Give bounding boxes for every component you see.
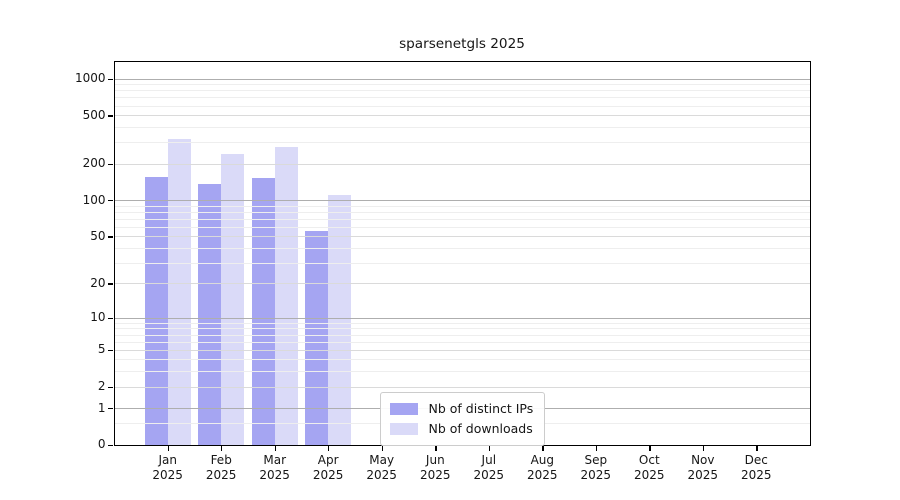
minor-gridline <box>114 205 810 207</box>
minor-gridline <box>114 341 810 343</box>
y-tick-label-200: 200 <box>82 156 106 171</box>
x-tick-label-jan: Jan 2025 <box>152 452 183 483</box>
x-tick-mark <box>167 444 169 451</box>
x-axis: Jan 2025 Feb 2025 Mar 2025 Apr 2025 May 2025 Jun 20… <box>115 62 811 482</box>
y-tick-mark <box>108 317 113 319</box>
x-tick-mark <box>328 444 330 451</box>
y-tick-label-2: 2 <box>97 379 106 394</box>
minor-gridline <box>114 84 810 86</box>
x-tick-mark <box>756 444 758 451</box>
y-tick-mark <box>108 163 113 165</box>
minor-gridline <box>114 211 810 213</box>
gridline-1000 <box>114 78 810 80</box>
bar-downloads-mar <box>274 146 298 446</box>
x-tick-label-apr: Apr 2025 <box>312 452 344 483</box>
gridline-10 <box>114 317 810 319</box>
gridline-500 <box>114 115 810 117</box>
x-tick-label-aug: Aug 2025 <box>527 452 558 483</box>
y-tick-mark <box>108 236 113 238</box>
minor-gridline <box>114 127 810 129</box>
bars-layer <box>115 62 811 446</box>
x-tick-label-may: May 2025 <box>366 452 397 483</box>
x-tick-label-sep: Sep 2025 <box>580 452 612 483</box>
y-tick-mark <box>108 408 113 410</box>
distinct-ips-swatch <box>389 402 418 415</box>
legend-label: Nb of distinct IPs <box>428 401 534 417</box>
y-tick-label-0: 0 <box>97 437 106 452</box>
y-tick-mark <box>108 115 113 117</box>
x-tick-label-jul: Jul 2025 <box>473 452 505 483</box>
plot-area: 1000 500 200 100 50 20 10 5 2 1 0 Jan 2025 Feb 2025 Ma… <box>75 60 811 482</box>
y-tick-mark <box>108 386 113 388</box>
x-tick-mark <box>595 444 598 451</box>
x-tick-mark <box>435 444 437 451</box>
legend: Nb of distinct IPs Nb of downloads <box>379 391 545 446</box>
y-tick-label-1000: 1000 <box>74 71 106 86</box>
minor-gridline <box>114 218 810 220</box>
minor-gridline <box>114 371 810 373</box>
chart-title: sparsenetgls 2025 <box>399 36 525 52</box>
x-tick-mark <box>274 444 276 451</box>
bar-distinct-ips-apr <box>305 231 329 446</box>
y-tick-mark <box>108 349 113 352</box>
legend-entry: Nb of downloads <box>389 419 535 439</box>
bar-downloads-jan <box>167 138 191 446</box>
x-tick-label-mar: Mar 2025 <box>259 452 290 483</box>
minor-gridline <box>114 226 810 228</box>
y-tick-label-100: 100 <box>82 192 106 207</box>
y-tick-label-10: 10 <box>90 310 106 325</box>
gridline-20 <box>114 283 810 285</box>
y-tick-mark <box>108 200 113 202</box>
minor-gridline <box>114 328 810 330</box>
bar-distinct-ips-feb <box>198 183 222 446</box>
gridline-2 <box>114 386 810 388</box>
y-tick-label-20: 20 <box>90 275 106 290</box>
minor-gridline <box>114 90 810 92</box>
bar-distinct-ips-mar <box>251 178 275 446</box>
x-tick-mark <box>702 444 705 451</box>
gridline-200 <box>114 163 810 165</box>
x-tick-label-dec: Dec 2025 <box>741 452 772 483</box>
gridline-50 <box>114 236 810 238</box>
minor-gridline <box>114 142 810 144</box>
minor-gridline <box>114 262 810 264</box>
x-tick-label-feb: Feb 2025 <box>205 452 237 483</box>
y-tick-label-50: 50 <box>90 228 106 243</box>
y-tick-label-500: 500 <box>82 107 106 122</box>
bar-downloads-apr <box>328 195 352 446</box>
x-tick-mark <box>542 444 544 451</box>
y-axis: 1000 500 200 100 50 20 10 5 2 1 0 <box>75 62 811 451</box>
y-tick-mark <box>108 283 113 285</box>
minor-gridline <box>114 322 810 324</box>
downloads-swatch <box>389 422 418 435</box>
x-tick-mark <box>649 444 651 451</box>
bar-distinct-ips-jan <box>144 177 168 446</box>
x-tick-mark <box>381 444 383 451</box>
minor-gridline <box>114 105 810 107</box>
minor-gridline <box>114 97 810 99</box>
x-tick-label-oct: Oct 2025 <box>634 452 665 483</box>
x-tick-mark <box>221 444 223 451</box>
y-tick-label-5: 5 <box>97 342 106 357</box>
y-tick-label-1: 1 <box>97 400 106 415</box>
gridline-5 <box>114 349 810 351</box>
x-tick-label-jun: Jun 2025 <box>420 452 451 483</box>
x-tick-mark <box>488 444 491 451</box>
x-tick-label-nov: Nov 2025 <box>687 452 719 483</box>
legend-label: Nb of downloads <box>428 421 533 437</box>
y-tick-mark <box>108 78 113 80</box>
minor-gridline <box>114 359 810 361</box>
y-tick-mark <box>108 444 113 447</box>
minor-gridline <box>114 247 810 249</box>
legend-entry: Nb of distinct IPs <box>389 399 535 419</box>
gridline-100 <box>114 200 810 202</box>
minor-gridline <box>114 334 810 336</box>
